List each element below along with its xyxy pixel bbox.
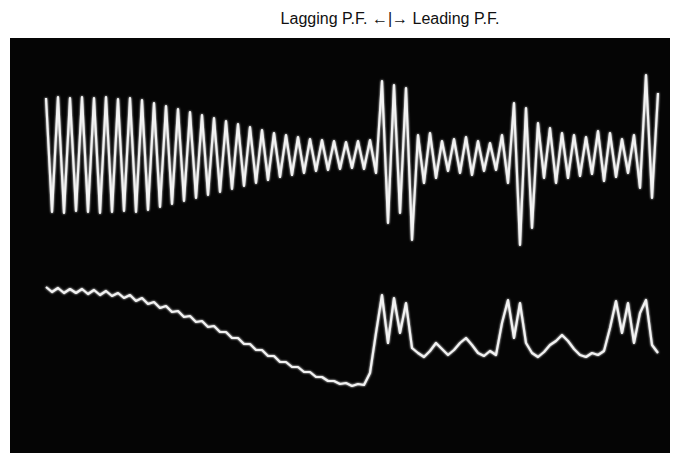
plot-background xyxy=(10,38,670,453)
trace-line xyxy=(46,75,658,245)
chart: Lagging P.F. ←|→ Leading P.F. xyxy=(0,0,681,453)
traces xyxy=(46,75,658,386)
trace-line xyxy=(46,287,658,386)
title: Lagging P.F. ←|→ Leading P.F. xyxy=(281,10,500,27)
